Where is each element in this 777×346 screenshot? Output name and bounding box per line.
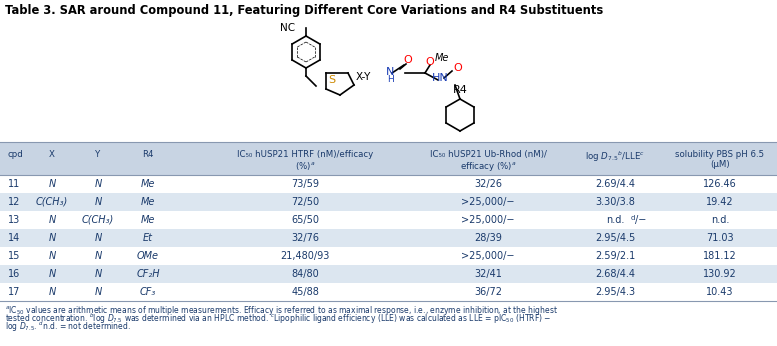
Text: N: N	[94, 287, 102, 297]
Text: 45/88: 45/88	[291, 287, 319, 297]
Text: 126.46: 126.46	[703, 179, 737, 189]
Text: 2.68/4.4: 2.68/4.4	[595, 269, 635, 279]
Text: tested concentration. $^{b}$log $D_{7.5}$ was determined via an HPLC method. $^{: tested concentration. $^{b}$log $D_{7.5}…	[5, 312, 552, 326]
Text: H: H	[387, 75, 393, 84]
Text: Y: Y	[96, 150, 101, 159]
Text: O: O	[403, 55, 413, 65]
Text: 72/50: 72/50	[291, 197, 319, 207]
Text: 36/72: 36/72	[474, 287, 502, 297]
Text: Me: Me	[141, 197, 155, 207]
Text: OMe: OMe	[137, 251, 159, 261]
Text: 11: 11	[8, 179, 20, 189]
Text: 14: 14	[8, 233, 20, 243]
Text: 181.12: 181.12	[703, 251, 737, 261]
Text: >25,000/−: >25,000/−	[462, 251, 514, 261]
Text: R4: R4	[142, 150, 154, 159]
Text: O: O	[454, 63, 462, 73]
Text: N: N	[48, 215, 56, 225]
Text: 2.59/2.1: 2.59/2.1	[595, 251, 635, 261]
Text: X: X	[49, 150, 55, 159]
Text: (μM): (μM)	[710, 160, 730, 169]
Text: R4: R4	[452, 85, 468, 95]
Text: N: N	[94, 269, 102, 279]
Text: 21,480/93: 21,480/93	[280, 251, 329, 261]
Text: O: O	[426, 57, 434, 67]
Text: log $D_{7.5}$$^{b}$/LLE$^{c}$: log $D_{7.5}$$^{b}$/LLE$^{c}$	[585, 150, 645, 164]
Text: IC₅₀ hUSP21 HTRF (nM)/efficacy: IC₅₀ hUSP21 HTRF (nM)/efficacy	[237, 150, 373, 159]
Text: log $D_{7.5}$. $^{d}$n.d. = not determined.: log $D_{7.5}$. $^{d}$n.d. = not determin…	[5, 320, 131, 334]
Text: 13: 13	[8, 215, 20, 225]
Text: >25,000/−: >25,000/−	[462, 197, 514, 207]
Bar	[0, 247, 777, 265]
Text: N: N	[48, 251, 56, 261]
Text: 16: 16	[8, 269, 20, 279]
Text: 32/41: 32/41	[474, 269, 502, 279]
Text: N: N	[48, 287, 56, 297]
Text: 71.03: 71.03	[706, 233, 733, 243]
Text: C(CH₃): C(CH₃)	[36, 197, 68, 207]
Text: 15: 15	[8, 251, 20, 261]
Bar	[0, 229, 777, 247]
Text: solubility PBS pH 6.5: solubility PBS pH 6.5	[675, 150, 765, 159]
Text: N: N	[94, 233, 102, 243]
Text: N: N	[386, 67, 394, 77]
Text: $^{a}$IC$_{50}$ values are arithmetic means of multiple measurements. Efficacy i: $^{a}$IC$_{50}$ values are arithmetic me…	[5, 304, 558, 317]
Text: Me: Me	[435, 53, 449, 63]
Text: 65/50: 65/50	[291, 215, 319, 225]
Text: d: d	[631, 215, 636, 221]
Text: N: N	[48, 233, 56, 243]
Text: Me: Me	[141, 179, 155, 189]
Text: 2.95/4.5: 2.95/4.5	[595, 233, 635, 243]
Text: 84/80: 84/80	[291, 269, 319, 279]
Text: efficacy (%)$^{a}$: efficacy (%)$^{a}$	[460, 160, 517, 173]
Text: n.d.: n.d.	[711, 215, 729, 225]
Text: n.d.: n.d.	[606, 215, 624, 225]
Text: 32/26: 32/26	[474, 179, 502, 189]
Bar	[0, 211, 777, 229]
Text: 12: 12	[8, 197, 20, 207]
Bar	[0, 283, 777, 301]
Text: 10.43: 10.43	[706, 287, 733, 297]
Text: 130.92: 130.92	[703, 269, 737, 279]
Text: /−: /−	[635, 215, 646, 225]
Text: IC₅₀ hUSP21 Ub-Rhod (nM)/: IC₅₀ hUSP21 Ub-Rhod (nM)/	[430, 150, 546, 159]
Text: Me: Me	[141, 215, 155, 225]
Bar	[0, 193, 777, 211]
Text: N: N	[48, 179, 56, 189]
Text: (%)$^{a}$: (%)$^{a}$	[294, 160, 315, 172]
Text: S: S	[329, 75, 336, 85]
Text: 73/59: 73/59	[291, 179, 319, 189]
Text: Table 3. SAR around Compound 11, Featuring Different Core Variations and R4 Subs: Table 3. SAR around Compound 11, Featuri…	[5, 4, 603, 17]
Text: N: N	[94, 251, 102, 261]
Text: CF₂H: CF₂H	[136, 269, 160, 279]
Text: cpd: cpd	[8, 150, 24, 159]
Text: CF₃: CF₃	[140, 287, 156, 297]
Text: NC: NC	[280, 23, 295, 33]
Text: Et: Et	[143, 233, 153, 243]
Text: N: N	[48, 269, 56, 279]
Text: 19.42: 19.42	[706, 197, 733, 207]
Bar	[0, 265, 777, 283]
Text: 28/39: 28/39	[474, 233, 502, 243]
Text: N: N	[94, 197, 102, 207]
Text: X-Y: X-Y	[356, 72, 371, 82]
Text: 3.30/3.8: 3.30/3.8	[595, 197, 635, 207]
Text: C(CH₃): C(CH₃)	[82, 215, 114, 225]
Text: >25,000/−: >25,000/−	[462, 215, 514, 225]
Text: 32/76: 32/76	[291, 233, 319, 243]
Bar	[0, 175, 777, 193]
Text: 17: 17	[8, 287, 20, 297]
Bar	[0, 142, 777, 175]
Text: N: N	[94, 179, 102, 189]
Text: 2.95/4.3: 2.95/4.3	[595, 287, 635, 297]
Text: HN: HN	[432, 73, 448, 83]
Text: 2.69/4.4: 2.69/4.4	[595, 179, 635, 189]
